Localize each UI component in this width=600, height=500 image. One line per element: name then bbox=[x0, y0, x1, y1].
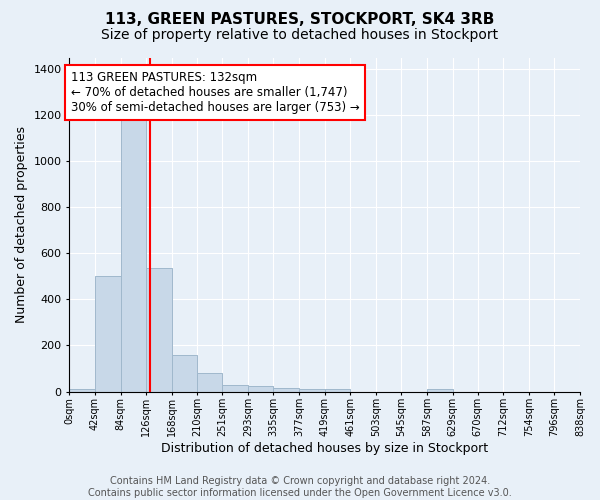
Bar bbox=[248, 386, 274, 392]
Text: Size of property relative to detached houses in Stockport: Size of property relative to detached ho… bbox=[101, 28, 499, 42]
Bar bbox=[299, 389, 325, 392]
Bar bbox=[274, 388, 299, 392]
Text: 113, GREEN PASTURES, STOCKPORT, SK4 3RB: 113, GREEN PASTURES, STOCKPORT, SK4 3RB bbox=[106, 12, 494, 28]
X-axis label: Distribution of detached houses by size in Stockport: Distribution of detached houses by size … bbox=[161, 442, 488, 455]
Bar bbox=[95, 276, 121, 392]
Bar bbox=[70, 389, 95, 392]
Bar bbox=[172, 354, 197, 392]
Y-axis label: Number of detached properties: Number of detached properties bbox=[15, 126, 28, 323]
Bar bbox=[121, 110, 146, 392]
Bar bbox=[222, 384, 248, 392]
Bar bbox=[325, 389, 350, 392]
Bar bbox=[146, 268, 172, 392]
Bar bbox=[197, 373, 222, 392]
Text: Contains HM Land Registry data © Crown copyright and database right 2024.
Contai: Contains HM Land Registry data © Crown c… bbox=[88, 476, 512, 498]
Bar bbox=[427, 389, 452, 392]
Text: 113 GREEN PASTURES: 132sqm
← 70% of detached houses are smaller (1,747)
30% of s: 113 GREEN PASTURES: 132sqm ← 70% of deta… bbox=[71, 72, 359, 114]
